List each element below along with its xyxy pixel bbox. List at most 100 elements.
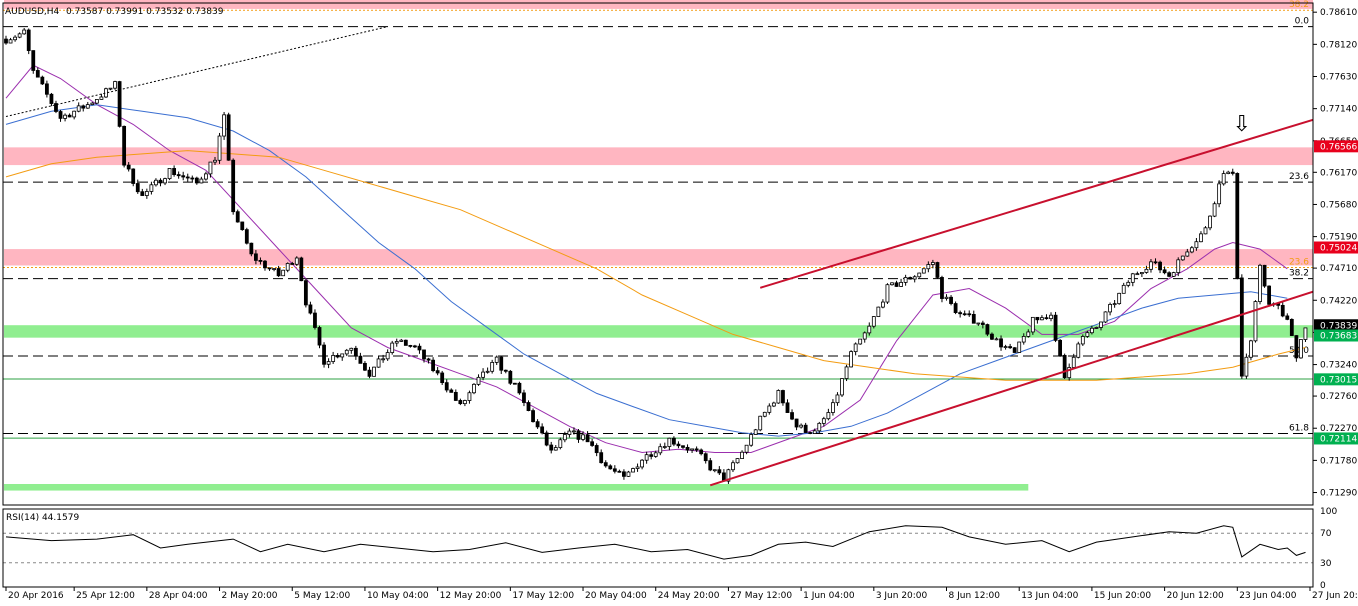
candle [1062, 353, 1067, 380]
candle [749, 432, 754, 447]
candle-body [1053, 314, 1058, 341]
candle-body [635, 466, 640, 469]
candle [390, 340, 395, 355]
candle-body [1008, 346, 1013, 349]
candle-body [894, 282, 899, 287]
candle-body [8, 39, 13, 44]
time-tick-label: 1 Jun 04:00 [803, 591, 855, 601]
candle [667, 437, 672, 451]
candle-body [358, 355, 363, 364]
candle-body [44, 83, 49, 95]
rsi-tick-label: 100 [1320, 507, 1337, 517]
candle-body [158, 179, 163, 184]
candle-body [176, 174, 181, 177]
candle [1149, 258, 1153, 273]
candle-body [1176, 259, 1181, 274]
candle [1203, 226, 1208, 235]
candle-body [349, 347, 354, 351]
time-tick-label: 28 Apr 04:00 [149, 591, 208, 601]
candle [867, 322, 872, 336]
candle-body [290, 263, 295, 265]
candle [785, 399, 790, 413]
candle [163, 177, 167, 186]
candle [399, 338, 404, 343]
candle-body [276, 268, 281, 277]
candle-body [76, 105, 81, 112]
candle [994, 337, 999, 341]
candle-body [467, 392, 472, 401]
candle [17, 32, 22, 39]
candle [194, 176, 199, 185]
candle-body [462, 400, 467, 405]
price-tag-label-4: 0.73015 [1320, 375, 1357, 385]
candle-body [85, 104, 90, 109]
candle-body [299, 257, 304, 282]
candle [444, 379, 449, 393]
candle-body [1262, 264, 1267, 287]
candle [1144, 265, 1149, 274]
price-tag-1 [1314, 241, 1358, 254]
candle-body [885, 284, 890, 303]
candle-body [1135, 273, 1140, 276]
candle-body [522, 392, 526, 403]
candle-body [1167, 272, 1172, 277]
candle [1162, 266, 1167, 275]
candle [1230, 168, 1235, 176]
candle [176, 171, 181, 179]
candle [776, 389, 781, 404]
price-tick-label: 0.74710 [1320, 264, 1357, 274]
candle-body [794, 418, 799, 428]
candle-body [1162, 269, 1167, 274]
candle [821, 416, 826, 427]
candle-body [1217, 183, 1222, 205]
candle [585, 431, 590, 443]
time-tick-label: 25 Apr 12:00 [76, 591, 135, 601]
candle [1285, 313, 1290, 321]
candle [358, 352, 363, 364]
rsi-label: RSI(14) 44.1579 [6, 513, 79, 523]
candle [1212, 201, 1217, 218]
candle-body [381, 358, 386, 361]
channel-line-1 [709, 290, 1314, 487]
candle-body [4, 38, 8, 44]
candle [1253, 300, 1258, 343]
candle [517, 381, 522, 395]
candle [767, 403, 772, 415]
candle [753, 428, 758, 435]
candle [158, 178, 163, 187]
candle-body [1144, 268, 1149, 273]
candle [231, 158, 236, 215]
candle [1017, 341, 1022, 353]
candle-body [113, 81, 117, 89]
price-tag-label-1: 0.75024 [1320, 244, 1357, 254]
candle-body [1303, 327, 1308, 340]
candle [1080, 334, 1085, 346]
fib-label-1: 23.6 [1289, 172, 1309, 182]
candle-body [1071, 356, 1076, 368]
candle-body [190, 177, 195, 180]
candle-body [1158, 261, 1162, 271]
candle-body [1189, 247, 1194, 253]
candle [217, 132, 222, 164]
candle [1139, 272, 1144, 278]
candle [44, 80, 49, 98]
candle [640, 458, 644, 470]
time-tick-label: 27 May 12:00 [730, 591, 792, 601]
candle-body [835, 394, 840, 404]
candle-body [1253, 301, 1258, 342]
candle-body [994, 338, 999, 341]
candle [835, 392, 840, 406]
candle-body [544, 432, 549, 446]
candle [258, 257, 263, 265]
candle-body [953, 303, 958, 314]
candle [812, 428, 817, 434]
candle-body [403, 339, 408, 346]
candle [472, 383, 476, 395]
candle [503, 369, 508, 374]
candle [581, 431, 585, 442]
candle-body [185, 176, 190, 179]
candle [622, 469, 626, 480]
candle-body [1244, 356, 1249, 377]
candle-body [408, 345, 413, 347]
